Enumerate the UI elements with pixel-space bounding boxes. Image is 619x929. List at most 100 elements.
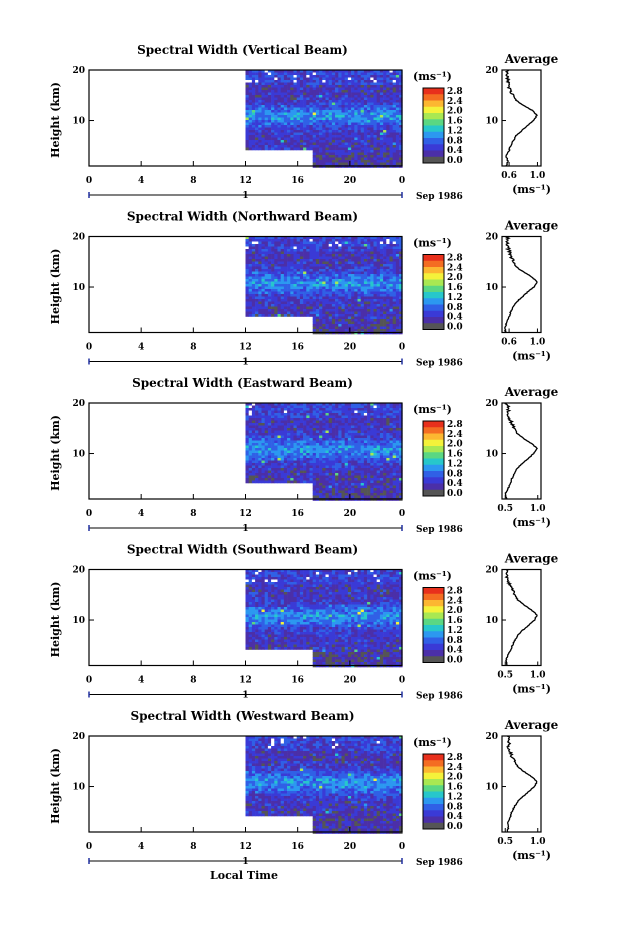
heatmap-cell [293,281,297,285]
colorbar-swatch [423,100,444,108]
heatmap-cell [280,455,285,459]
heatmap-cell [347,286,352,290]
heatmap-cell [274,271,278,275]
heatmap-cell [373,326,377,330]
heatmap-cell [344,329,349,332]
heatmap-cell [245,259,249,262]
heatmap-cell [309,468,313,471]
heatmap-cell [338,251,342,255]
heatmap-cell [245,478,249,481]
heatmap-cell [386,249,390,252]
heatmap-cell [261,428,265,431]
heatmap-cell [280,241,285,245]
heatmap-cell [312,468,317,471]
heatmap-cell [267,410,272,414]
heatmap-cell [306,286,310,290]
heatmap-cell [335,239,339,242]
heatmap-cell [293,296,297,300]
heatmap-cell [367,286,371,290]
heatmap-cell [261,261,265,265]
heatmap-cell [395,274,400,277]
heatmap-cell [245,117,249,121]
heatmap-cell [258,433,262,436]
heatmap-cell [335,408,339,411]
heatmap-cell [386,281,390,285]
heatmap-cell [319,110,323,113]
heatmap-cell [351,458,355,461]
heatmap-cell [245,463,249,466]
heatmap-cell [303,140,307,143]
heatmap-cell [251,480,256,484]
heatmap-cell [379,122,384,126]
heatmap-cell [290,137,294,141]
heatmap-cell [347,301,352,305]
heatmap-cell [319,485,323,489]
heatmap-cell [306,239,310,242]
heatmap-cell [283,276,288,280]
heatmap-cell [309,284,313,287]
heatmap-cell [271,145,275,148]
heatmap-cell [325,137,329,141]
heatmap-cell [290,480,294,484]
heatmap-cell [338,276,342,280]
heatmap-cell [363,284,368,287]
heatmap-cell [367,105,371,108]
heatmap-cell [245,294,249,297]
heatmap-cell [363,455,368,459]
heatmap-cell [354,304,358,307]
heatmap-cell [319,465,323,469]
heatmap-cell [351,127,355,131]
heatmap-cell [264,269,269,272]
heatmap-cell [274,408,278,411]
heatmap-cell [322,326,326,330]
heatmap-cell [312,304,317,307]
heatmap-cell [245,314,249,317]
heatmap-cell [261,480,265,484]
heatmap-cell [376,269,381,272]
heatmap-cell [367,244,371,247]
heatmap-cell [287,107,291,111]
heatmap-cell [389,316,393,320]
heatmap-cell [287,92,291,96]
heatmap-cell [312,135,317,138]
heatmap-cell [267,455,272,459]
heatmap-cell [322,413,326,416]
heatmap-cell [293,455,297,459]
heatmap-cell [312,301,317,305]
heatmap-cell [299,92,304,96]
heatmap-cell [267,428,272,431]
heatmap-cell [322,85,326,88]
heatmap-cell [347,72,352,76]
heatmap-cell [357,470,361,474]
heatmap-cell [251,90,256,93]
heatmap-cell [251,95,256,98]
heatmap-cell [296,107,301,111]
heatmap-cell [383,244,387,247]
heatmap-cell [360,415,365,419]
heatmap-cell [357,137,361,141]
heatmap-cell [363,281,368,285]
heatmap-cell [351,430,355,434]
heatmap-cell [347,448,352,451]
heatmap-cell [248,468,253,471]
heatmap-cell [248,115,253,118]
heatmap-cell [354,410,358,414]
heatmap-cell [344,107,349,111]
heatmap-cell [335,478,339,481]
heatmap-cell [376,271,381,275]
heatmap-cell [322,430,326,434]
heatmap-cell [360,296,365,300]
heatmap-cell [357,284,361,287]
heatmap-cell [386,110,390,113]
heatmap-cell [287,281,291,285]
heatmap-cell [251,448,256,451]
heatmap-cell [379,259,384,262]
heatmap-cell [363,97,368,101]
heatmap-cell [277,135,281,138]
heatmap-cell [293,453,297,456]
heatmap-cell [399,150,403,153]
heatmap-cell [255,70,259,73]
heatmap-cell [373,120,377,123]
heatmap-cell [267,274,272,277]
heatmap-cell [357,478,361,481]
